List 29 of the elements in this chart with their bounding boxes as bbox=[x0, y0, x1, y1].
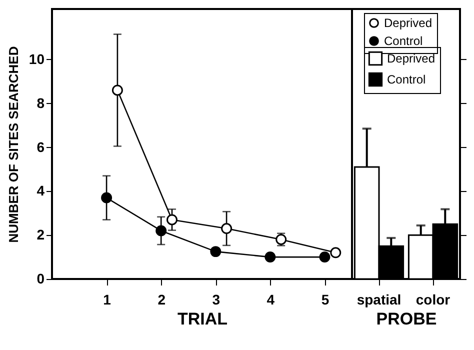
y-tick-label: 6 bbox=[36, 138, 45, 155]
legend-label: Deprived bbox=[387, 52, 436, 66]
x-tick-label: color bbox=[416, 292, 451, 308]
point bbox=[319, 252, 330, 263]
point bbox=[221, 223, 232, 234]
point bbox=[264, 252, 276, 263]
point bbox=[112, 84, 123, 96]
legend-label: Control bbox=[387, 72, 426, 86]
y-tick-label: 0 bbox=[36, 270, 45, 286]
point bbox=[330, 247, 342, 258]
y-tick-label: 8 bbox=[36, 94, 45, 111]
y-tick-label: 10 bbox=[28, 50, 45, 67]
x-tick-label: 1 bbox=[103, 292, 112, 308]
x-tick-label: 2 bbox=[158, 292, 166, 308]
x-axis-title: TRIAL bbox=[177, 310, 228, 328]
point bbox=[156, 225, 167, 236]
x-tick-label: 5 bbox=[321, 292, 330, 308]
legend-label: Control bbox=[384, 34, 423, 48]
y-tick-label: 4 bbox=[36, 182, 45, 199]
point bbox=[101, 192, 112, 204]
legend-label: Deprived bbox=[384, 16, 432, 30]
x-axis-title: PROBE bbox=[376, 310, 437, 328]
y-tick-label: 2 bbox=[36, 226, 45, 243]
x-tick-label: 3 bbox=[212, 292, 220, 308]
x-tick-label: 4 bbox=[266, 292, 275, 308]
x-tick-label: spatial bbox=[356, 292, 402, 308]
y-axis-title: NUMBER OF SITES SEARCHED bbox=[6, 46, 21, 243]
point bbox=[166, 214, 178, 226]
point bbox=[210, 246, 222, 258]
